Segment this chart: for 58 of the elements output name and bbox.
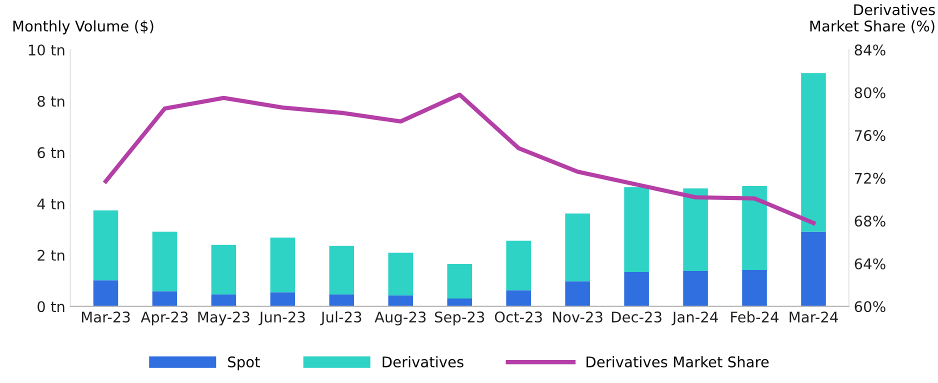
bar [742, 270, 767, 306]
bar [388, 252, 414, 296]
x-tick-label: Sep-23 [434, 312, 484, 326]
bar [447, 264, 472, 298]
bar [565, 214, 590, 282]
x-tick-label: Feb-24 [731, 311, 779, 323]
legend-label: Spot [228, 356, 260, 370]
legend-label: Derivatives Market Share [586, 356, 769, 368]
y2-tick-label: 84% [854, 44, 886, 56]
bar [506, 240, 531, 290]
bar [329, 294, 354, 306]
x-tick-label: Nov-23 [553, 312, 602, 323]
y2-tick-label: 68% [854, 216, 886, 227]
y-tick-label: 8 tn [38, 96, 64, 107]
bar [624, 187, 649, 272]
x-tick-label: Jul-23 [320, 311, 362, 326]
bar [742, 186, 767, 270]
bar [801, 73, 826, 232]
y-tick-label: 2 tn [38, 250, 64, 261]
legend-label: Derivatives [382, 356, 464, 368]
y-tick-label: 6 tn [38, 147, 64, 158]
x-tick-label: Jan-24 [672, 312, 718, 326]
bar [801, 232, 826, 306]
y2-tick-label: 72% [854, 172, 886, 184]
bar [152, 291, 178, 306]
y-tick-label: 4 tn [37, 198, 64, 210]
bar [506, 290, 531, 306]
x-tick-label: Aug-23 [374, 312, 426, 326]
bar [388, 295, 414, 306]
bar [447, 298, 472, 306]
bar [211, 244, 236, 294]
y-tick-label: 10 tn [28, 44, 64, 56]
bar [211, 294, 236, 306]
y2-tick-label: 76% [854, 130, 886, 142]
x-tick-label: Mar-24 [790, 312, 838, 323]
y2-tick-label: 60% [854, 301, 886, 312]
bar [683, 270, 708, 306]
x-tick-label: Mar-23 [82, 312, 130, 323]
bar [270, 292, 296, 306]
x-tick-label: Dec-23 [612, 312, 662, 323]
bar [152, 232, 178, 292]
x-tick-label: Apr-23 [140, 312, 188, 326]
bar [93, 280, 118, 306]
bar [624, 272, 649, 306]
bar [270, 238, 296, 292]
y2-tick-label: 64% [854, 258, 886, 270]
bar [565, 281, 590, 306]
y2-tick-label: 80% [854, 87, 886, 98]
y2-axis-title: Derivatives Market Share (%) [810, 4, 935, 34]
line-series [104, 92, 816, 226]
bar [93, 210, 118, 280]
y-axis-title: Monthly Volume ($) [13, 20, 154, 34]
x-tick-label: May-23 [198, 312, 250, 326]
bar [683, 188, 708, 271]
bar [329, 246, 354, 294]
x-tick-label: Jun-23 [258, 312, 305, 326]
x-tick-label: Oct-23 [494, 312, 542, 323]
y-tick-label: 0 tn [38, 301, 64, 312]
